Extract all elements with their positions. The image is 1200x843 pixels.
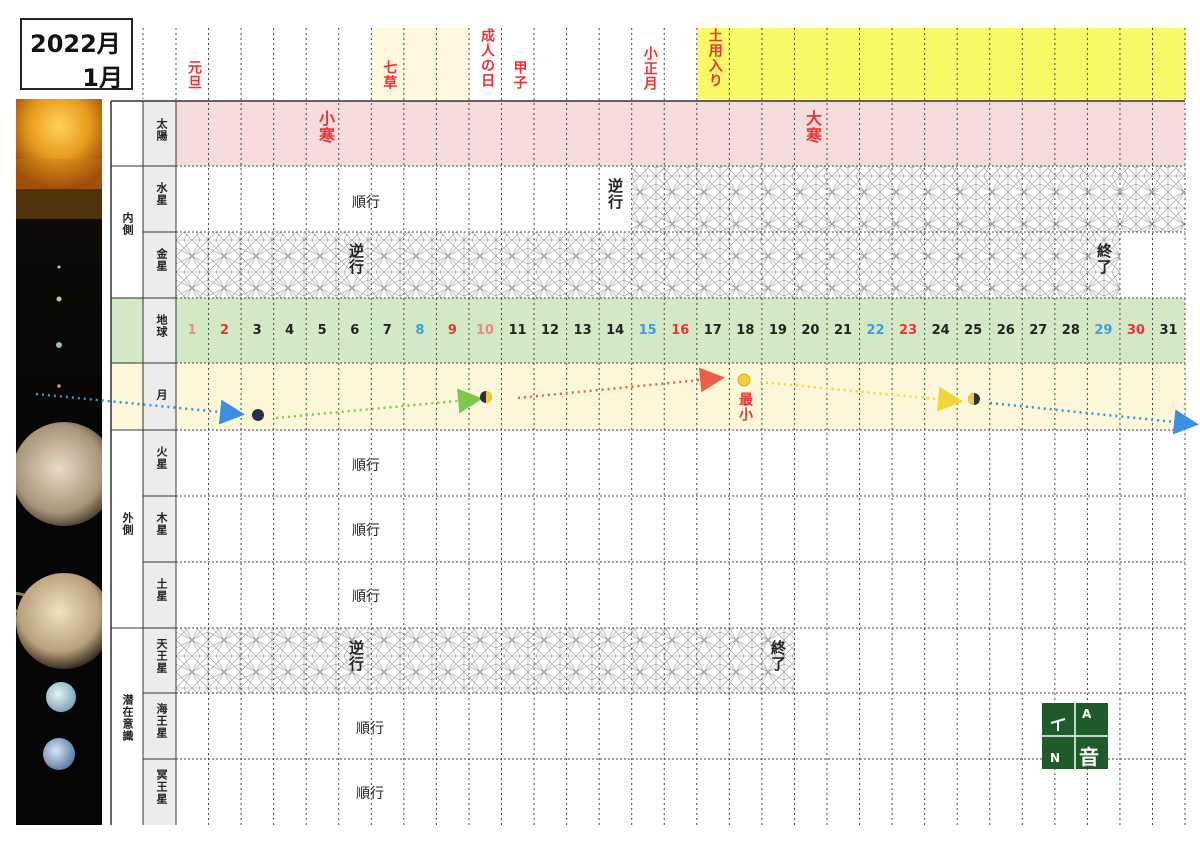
header-event: 土用入り <box>706 28 723 88</box>
sprout-icon <box>1042 703 1108 769</box>
day-number: 26 <box>996 323 1015 338</box>
row-neptune: 海王星 <box>155 703 168 739</box>
sun-row-bg <box>176 101 1185 166</box>
venus-retro-band <box>176 232 1120 298</box>
last-quarter-moon-icon <box>968 393 980 405</box>
header-event: 甲子 <box>511 60 528 90</box>
header-event: 七草 <box>381 60 398 90</box>
day-number: 16 <box>671 323 690 338</box>
day-number: 18 <box>736 323 755 338</box>
row-mars: 火星 <box>155 446 168 470</box>
day-number: 6 <box>350 323 360 338</box>
planets-image <box>16 99 102 825</box>
sun-term-daikan: 大寒 <box>803 110 822 144</box>
day-number: 31 <box>1159 323 1178 338</box>
day-number: 12 <box>541 323 560 338</box>
header-event: 元旦 <box>186 60 202 90</box>
day-number: 13 <box>573 323 592 338</box>
day-number: 28 <box>1061 323 1080 338</box>
new-moon-icon <box>252 409 264 421</box>
first-quarter-moon-icon <box>480 391 492 403</box>
moon-arrow-blue-1 <box>35 392 245 425</box>
mercury-direct-note: 順行 <box>352 195 380 211</box>
row-saturn: 土星 <box>155 578 168 602</box>
logo-n: N <box>1050 751 1061 765</box>
day-number: 2 <box>220 323 230 338</box>
moon-arrow-blue-2 <box>989 401 1199 435</box>
saturn-note: 順行 <box>352 589 380 605</box>
doyo-band <box>697 28 1185 99</box>
logo-a: A <box>1082 707 1092 721</box>
day-number: 29 <box>1094 323 1113 338</box>
uranus-retro-note: 逆行 <box>347 640 365 672</box>
neptune-note: 順行 <box>356 721 384 737</box>
header-event: 成人の日 <box>478 28 495 88</box>
year-label: 2022月 <box>30 30 121 58</box>
label-col-bg <box>143 101 176 825</box>
day-number: 25 <box>964 323 983 338</box>
venus-end-note: 終了 <box>1095 243 1113 275</box>
month-title: 2022月 1月 <box>20 18 133 92</box>
day-number: 8 <box>415 323 425 338</box>
day-number: 1 <box>187 323 197 338</box>
row-sun: 太陽 <box>155 118 168 142</box>
row-venus: 金星 <box>155 248 168 272</box>
logo-on: 音 <box>1079 745 1099 769</box>
day-number: 17 <box>703 323 722 338</box>
row-moon: 月 <box>155 389 168 401</box>
group-outer: 外側 <box>121 512 134 536</box>
uranus-end-note: 終了 <box>769 640 787 672</box>
day-number: 27 <box>1029 323 1048 338</box>
day-number: 11 <box>508 323 527 338</box>
row-uranus: 天王星 <box>155 638 168 674</box>
day-number: 10 <box>475 323 494 338</box>
group-inner: 内側 <box>121 212 134 236</box>
jupiter-note: 順行 <box>352 523 380 539</box>
full-moon-icon <box>737 373 751 387</box>
row-earth: 地球 <box>155 314 168 338</box>
pluto-note: 順行 <box>356 786 384 802</box>
moon-row-bg <box>111 363 1185 430</box>
day-number: 4 <box>285 323 295 338</box>
day-number: 14 <box>606 323 625 338</box>
day-number: 22 <box>866 323 885 338</box>
nanakusa-band <box>372 28 470 99</box>
mercury-retro-note: 逆行 <box>606 178 624 210</box>
day-number: 23 <box>899 323 918 338</box>
day-number: 21 <box>833 323 853 338</box>
day-number: 30 <box>1126 323 1145 338</box>
day-number: 24 <box>931 323 950 338</box>
venus-retro-note: 逆行 <box>347 243 365 275</box>
moon-arrow-green <box>275 388 483 420</box>
earth-row-bg <box>111 298 1185 363</box>
uranus-retro-band <box>176 628 795 693</box>
mars-note: 順行 <box>352 458 380 474</box>
day-number: 7 <box>382 323 392 338</box>
day-number: 5 <box>317 323 327 338</box>
row-mercury: 水星 <box>155 182 168 206</box>
mercury-retro-band <box>632 166 1185 232</box>
moon-min-note: 最小 <box>737 392 753 422</box>
month-label: 1月 <box>82 64 123 92</box>
moon-arrow-red <box>517 367 725 400</box>
header-event: 小正月 <box>641 46 658 91</box>
sun-term-shokan: 小寒 <box>316 110 335 144</box>
group-subconscious: 潜在意識 <box>121 694 134 742</box>
row-pluto: 冥王星 <box>155 769 168 805</box>
row-jupiter: 木星 <box>155 512 168 536</box>
day-number: 3 <box>252 323 262 338</box>
day-number: 19 <box>768 323 787 338</box>
day-number: 15 <box>638 323 657 338</box>
day-number: 9 <box>447 323 457 338</box>
an-logo: A N 音 <box>1042 703 1108 769</box>
day-number: 20 <box>801 323 820 338</box>
